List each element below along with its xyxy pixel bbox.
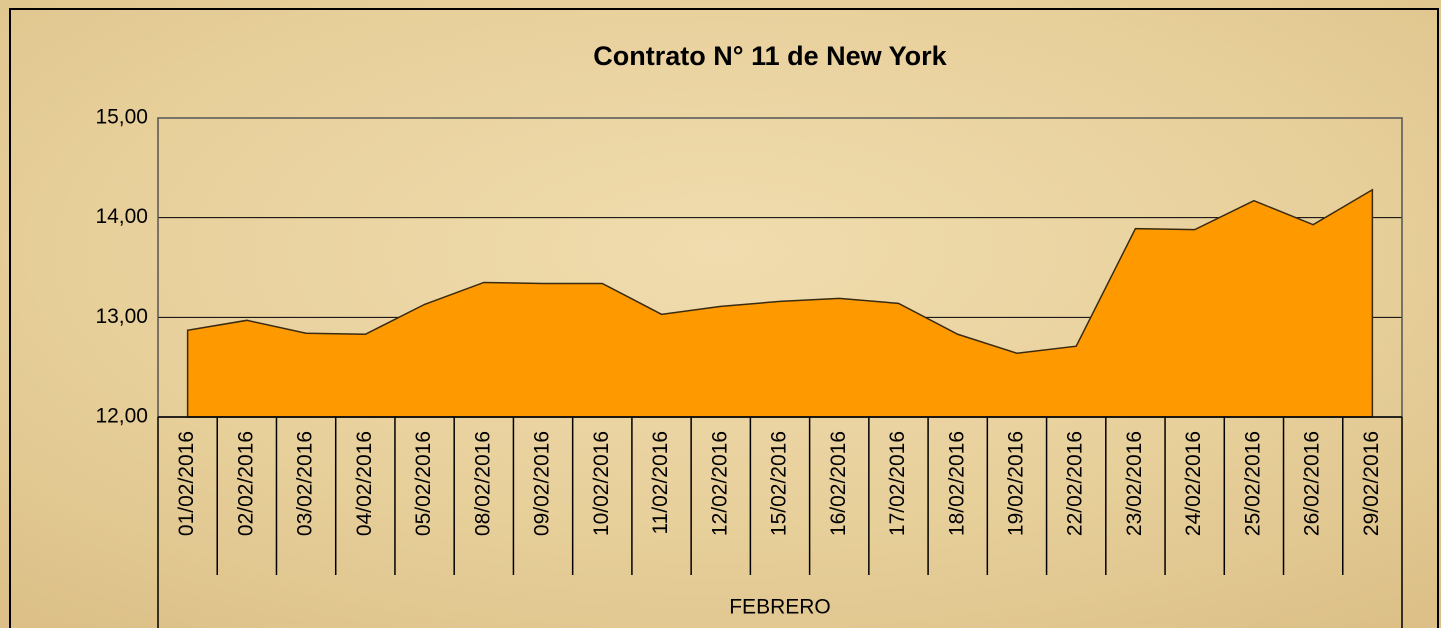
x-tick-label: 01/02/2016 [175,431,198,536]
chart-title: Contrato N° 11 de New York [593,41,947,71]
x-tick-label: 04/02/2016 [353,431,376,536]
x-tick-label: 17/02/2016 [886,431,909,536]
x-tick-label: 26/02/2016 [1301,431,1324,536]
x-tick-label: 02/02/2016 [234,431,257,536]
x-tick-label: 03/02/2016 [294,431,317,536]
x-tick-label: 10/02/2016 [590,431,613,536]
y-tick-label: 14,00 [95,205,148,228]
x-tick-label: 09/02/2016 [531,431,554,536]
x-tick-label: 19/02/2016 [1004,431,1027,536]
x-tick-label: 11/02/2016 [649,431,672,535]
area [186,188,1374,418]
y-tick-label: 12,00 [95,405,148,428]
x-tick-label: 23/02/2016 [1123,431,1146,536]
x-tick-label: 16/02/2016 [827,431,850,536]
x-tick-label: 22/02/2016 [1064,431,1087,536]
x-axis-label: FEBRERO [729,596,831,619]
x-tick-label: 25/02/2016 [1241,431,1264,536]
x-tick-label: 29/02/2016 [1360,431,1383,536]
y-tick-label: 15,00 [95,106,148,129]
x-tick-label: 24/02/2016 [1182,431,1205,536]
x-tick-label: 08/02/2016 [471,431,494,536]
x-tick-label: 18/02/2016 [945,431,968,536]
chart-frame [9,8,1439,628]
x-tick-label: 05/02/2016 [412,431,435,536]
x-tick-label: 12/02/2016 [708,431,731,536]
y-tick-label: 13,00 [95,305,148,328]
x-tick-label: 15/02/2016 [768,431,791,536]
